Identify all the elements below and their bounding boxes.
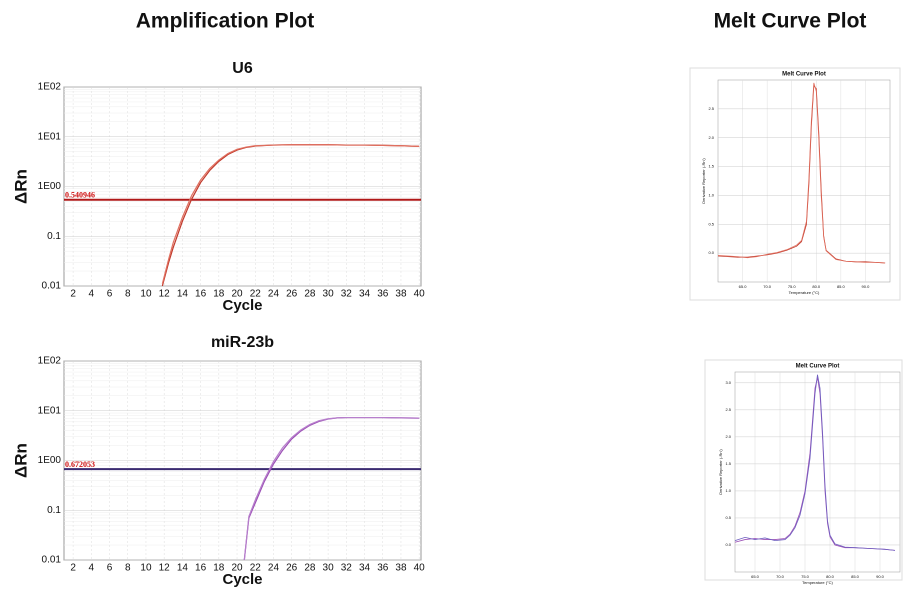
x-tick-label: 8	[125, 563, 131, 574]
y-tick-label: 0.1	[47, 505, 61, 516]
x-tick-label: 2	[70, 563, 76, 574]
x-tick-label: 38	[395, 289, 407, 300]
x-tick-label: 36	[377, 563, 389, 574]
x-tick-label: 24	[268, 289, 280, 300]
y-tick-label: 0.0	[725, 542, 731, 547]
x-tick-label: 32	[341, 289, 353, 300]
y-tick-label: 1E01	[38, 405, 62, 416]
x-tick-label: 20	[231, 289, 243, 300]
y-tick-label: 1E00	[38, 455, 62, 466]
x-tick-label: 38	[395, 563, 407, 574]
x-tick-label: 12	[159, 563, 171, 574]
y-axis-label: Derivative Reporter (-Rn')	[701, 158, 706, 204]
chart-title: miR-23b	[211, 334, 274, 351]
y-tick-label: 2.0	[725, 434, 731, 439]
x-tick-label: 14	[177, 289, 189, 300]
x-tick-label: 16	[195, 563, 207, 574]
x-tick-label: 10	[140, 289, 152, 300]
y-tick-label: 1E00	[38, 181, 62, 192]
y-tick-label: 1E02	[38, 82, 62, 93]
x-tick-label: 90.0	[876, 574, 885, 579]
y-tick-label: 1E02	[38, 356, 62, 367]
y-tick-label: 0.5	[725, 515, 731, 520]
y-tick-label: 1.0	[725, 488, 731, 493]
chart-title: U6	[232, 60, 253, 77]
x-axis-label: Temperature (°C)	[802, 580, 833, 585]
x-tick-label: 26	[286, 289, 298, 300]
y-tick-label: 2.0	[708, 135, 714, 140]
x-tick-label: 16	[195, 289, 207, 300]
y-tick-label: 1.5	[708, 164, 714, 169]
x-tick-label: 85.0	[837, 284, 846, 289]
x-tick-label: 26	[286, 563, 298, 574]
series-line	[243, 416, 420, 561]
x-tick-label: 24	[268, 563, 280, 574]
x-axis-label: Temperature (°C)	[789, 290, 820, 295]
panel-title: Melt Curve Plot	[714, 10, 867, 33]
x-axis-label: Cycle	[222, 297, 262, 314]
x-tick-label: 8	[125, 289, 131, 300]
chart-title: Melt Curve Plot	[796, 364, 840, 370]
y-tick-label: 1.0	[708, 192, 714, 197]
series-line	[161, 144, 420, 285]
threshold-label: 0.540946	[65, 191, 95, 200]
x-tick-label: 65.0	[751, 574, 760, 579]
x-tick-label: 6	[107, 563, 113, 574]
x-tick-label: 36	[377, 289, 389, 300]
x-tick-label: 28	[304, 289, 316, 300]
x-tick-label: 10	[140, 563, 152, 574]
x-tick-label: 30	[323, 289, 335, 300]
chart-title: Melt Curve Plot	[782, 72, 826, 78]
x-tick-label: 34	[359, 289, 371, 300]
x-tick-label: 70.0	[776, 574, 785, 579]
x-tick-label: 90.0	[862, 284, 871, 289]
x-tick-label: 40	[414, 289, 426, 300]
y-axis-label: ΔRn	[11, 443, 30, 478]
x-tick-label: 40	[414, 563, 426, 574]
x-tick-label: 75.0	[788, 284, 797, 289]
x-tick-label: 2	[70, 289, 76, 300]
x-tick-label: 70.0	[763, 284, 772, 289]
x-tick-label: 4	[89, 289, 95, 300]
y-tick-label: 1E01	[38, 131, 62, 142]
x-tick-label: 4	[89, 563, 95, 574]
x-tick-label: 6	[107, 289, 113, 300]
y-tick-label: 0.0	[708, 250, 714, 255]
plot-area	[717, 79, 891, 283]
x-tick-label: 18	[213, 563, 225, 574]
y-tick-label: 3.0	[725, 380, 731, 385]
y-tick-label: 0.01	[42, 281, 62, 292]
x-tick-label: 18	[213, 289, 225, 300]
y-tick-label: 2.5	[708, 106, 714, 111]
x-axis-label: Cycle	[222, 571, 262, 588]
x-tick-label: 14	[177, 563, 189, 574]
x-tick-label: 80.0	[812, 284, 821, 289]
x-tick-label: 85.0	[851, 574, 860, 579]
x-tick-label: 75.0	[801, 574, 810, 579]
x-tick-label: 34	[359, 563, 371, 574]
x-tick-label: 30	[323, 563, 335, 574]
x-tick-label: 32	[341, 563, 353, 574]
x-tick-label: 28	[304, 563, 316, 574]
y-axis-label: Derivative Reporter (-Rn')	[718, 449, 723, 495]
y-tick-label: 0.1	[47, 231, 61, 242]
plot-area	[734, 371, 901, 573]
x-tick-label: 22	[250, 289, 262, 300]
y-tick-label: 2.5	[725, 407, 731, 412]
x-tick-label: 65.0	[739, 284, 748, 289]
x-tick-label: 22	[250, 563, 262, 574]
y-tick-label: 0.01	[42, 555, 62, 566]
series-line	[717, 82, 886, 264]
y-axis-label: ΔRn	[11, 169, 30, 204]
y-tick-label: 0.5	[708, 221, 714, 226]
x-tick-label: 20	[231, 563, 243, 574]
panel-title: Amplification Plot	[136, 10, 315, 33]
x-tick-label: 12	[159, 289, 171, 300]
threshold-label: 0.672053	[65, 460, 95, 469]
x-tick-label: 80.0	[826, 574, 835, 579]
series-line	[734, 374, 896, 551]
y-tick-label: 1.5	[725, 461, 731, 466]
